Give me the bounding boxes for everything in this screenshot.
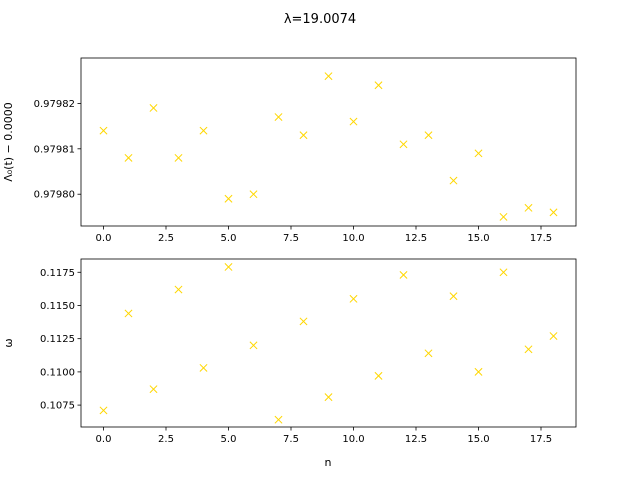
top-x-tick-label: 15.0 xyxy=(467,233,489,244)
top-y-tick-label: 0.97981 xyxy=(34,144,75,155)
bottom-data-point xyxy=(149,385,158,394)
top-x-tick-label: 0.0 xyxy=(96,233,112,244)
bottom-data-point xyxy=(399,270,408,279)
bottom-x-tick-label: 10.0 xyxy=(342,434,364,445)
bottom-data-point xyxy=(449,292,458,301)
bottom-data-point xyxy=(524,345,533,354)
top-data-point xyxy=(474,149,483,158)
top-data-point xyxy=(249,190,258,199)
bottom-data-point xyxy=(224,263,233,271)
top-data-point xyxy=(524,203,533,212)
bottom-data-point xyxy=(324,393,333,402)
bottom-marker-group xyxy=(99,263,558,424)
bottom-tick-group: 0.0 2.5 5.0 7.5 10.0 12.5 15.0 17.5 0.1075 0.1100… xyxy=(40,268,552,445)
top-data-point xyxy=(324,72,333,81)
top-data-point xyxy=(449,176,458,185)
bottom-subplot: 0.0 2.5 5.0 7.5 10.0 12.5 15.0 17.5 0.1075 0.1100… xyxy=(2,258,577,469)
bottom-y-tick-label: 0.1125 xyxy=(40,334,75,345)
bottom-data-point xyxy=(124,309,133,318)
bottom-y-tick-label: 0.1075 xyxy=(40,401,75,412)
top-x-tick-label: 2.5 xyxy=(158,233,174,244)
bottom-data-point xyxy=(424,349,433,358)
top-data-point xyxy=(149,103,158,112)
bottom-data-point xyxy=(199,363,208,372)
bottom-y-tick-label: 0.1100 xyxy=(40,367,75,378)
top-data-point xyxy=(174,153,183,162)
bottom-y-axis-label: ω xyxy=(2,338,15,347)
bottom-data-point xyxy=(499,268,508,277)
top-x-tick-label: 7.5 xyxy=(283,233,299,244)
top-x-tick-label: 12.5 xyxy=(405,233,427,244)
top-data-point xyxy=(499,212,508,221)
top-x-tick-label: 5.0 xyxy=(221,233,237,244)
top-data-point xyxy=(199,126,208,135)
top-tick-group: 0.0 2.5 5.0 7.5 10.0 12.5 15.0 17.5 0.97980 0.979… xyxy=(34,99,552,244)
bottom-data-point xyxy=(349,294,358,303)
bottom-x-tick-label: 5.0 xyxy=(221,434,237,445)
top-data-point xyxy=(399,140,408,149)
bottom-data-point xyxy=(549,332,558,340)
top-data-point xyxy=(424,131,433,140)
bottom-x-axis-label: n xyxy=(325,456,332,469)
bottom-x-tick-label: 7.5 xyxy=(283,434,299,445)
top-y-tick-label: 0.97980 xyxy=(34,190,75,201)
top-data-point xyxy=(274,113,283,121)
top-data-point xyxy=(374,81,383,90)
bottom-y-tick-label: 0.1150 xyxy=(40,301,75,312)
bottom-y-tick-label: 0.1175 xyxy=(40,268,75,279)
bottom-data-point xyxy=(299,317,308,326)
top-data-point xyxy=(299,131,308,140)
bottom-data-point xyxy=(99,406,108,415)
bottom-x-tick-label: 12.5 xyxy=(405,434,427,445)
top-data-point xyxy=(124,153,133,162)
bottom-data-point xyxy=(174,285,183,294)
top-y-tick-label: 0.97982 xyxy=(34,99,75,110)
top-y-axis-label: Λ₀(t) − 0.0000 xyxy=(2,102,15,182)
top-x-tick-label: 17.5 xyxy=(530,233,552,244)
top-marker-group xyxy=(99,72,558,221)
bottom-data-point xyxy=(374,371,383,380)
top-data-point xyxy=(549,208,558,217)
top-x-tick-label: 10.0 xyxy=(342,233,364,244)
top-subplot: 0.0 2.5 5.0 7.5 10.0 12.5 15.0 17.5 0.97980 0.979… xyxy=(2,57,577,244)
top-data-point xyxy=(349,117,358,126)
bottom-x-tick-label: 17.5 xyxy=(530,434,552,445)
bottom-data-point xyxy=(474,367,483,376)
top-plot-frame xyxy=(80,57,577,227)
bottom-x-tick-label: 2.5 xyxy=(158,434,174,445)
top-data-point xyxy=(224,194,233,203)
bottom-data-point xyxy=(249,341,258,350)
bottom-x-tick-label: 0.0 xyxy=(96,434,112,445)
bottom-plot-frame xyxy=(80,258,577,428)
bottom-data-point xyxy=(274,415,283,424)
top-data-point xyxy=(99,126,108,135)
figure-title: λ=19.0074 xyxy=(284,12,356,27)
bottom-x-tick-label: 15.0 xyxy=(467,434,489,445)
